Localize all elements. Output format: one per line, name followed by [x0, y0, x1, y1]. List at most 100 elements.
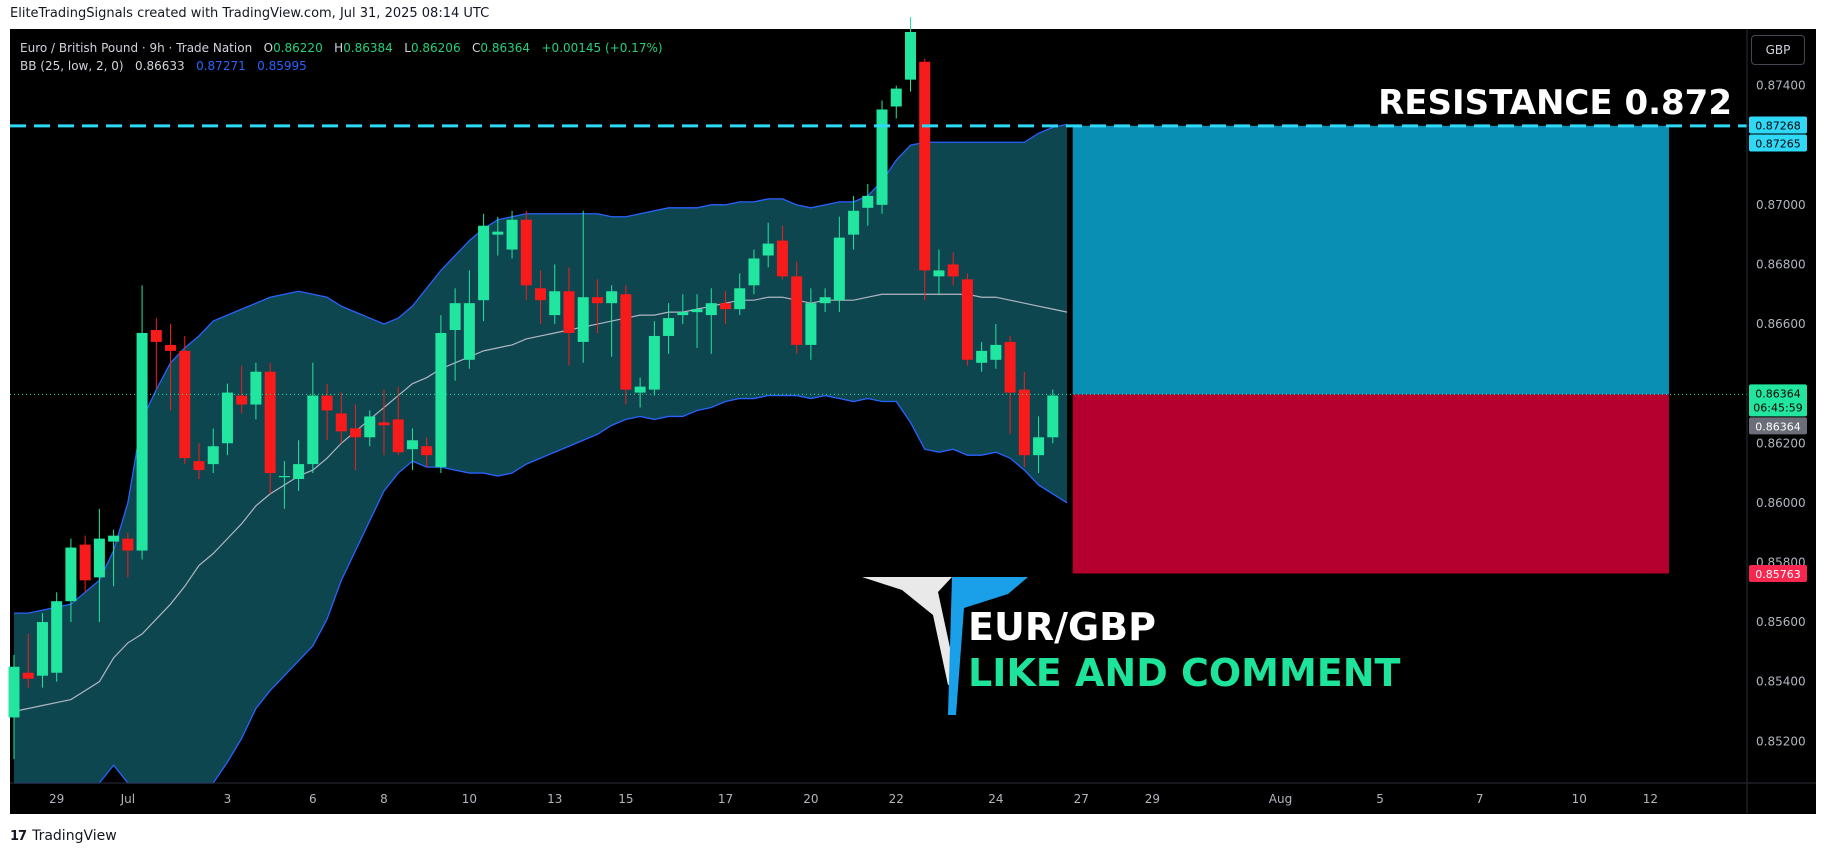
price-label-bg — [1749, 564, 1807, 582]
candle[interactable] — [535, 270, 547, 325]
candle[interactable] — [108, 529, 120, 587]
price-label-bg — [1749, 134, 1807, 152]
candle[interactable] — [22, 633, 34, 688]
x-tick-label: 27 — [1074, 792, 1089, 806]
candle[interactable] — [976, 341, 988, 372]
candle[interactable] — [990, 324, 1002, 369]
candle[interactable] — [634, 377, 646, 408]
candle[interactable] — [335, 392, 347, 444]
candle[interactable] — [250, 362, 262, 420]
candle[interactable] — [307, 362, 319, 474]
symbol-title[interactable]: Euro / British Pound · 9h · Trade Nation — [20, 41, 253, 55]
candle[interactable] — [65, 538, 77, 623]
candle[interactable] — [378, 389, 390, 456]
candle[interactable] — [321, 383, 333, 441]
candle[interactable] — [947, 252, 959, 286]
candle[interactable] — [207, 428, 219, 474]
candle[interactable] — [392, 386, 404, 456]
candle[interactable] — [293, 440, 305, 491]
candle[interactable] — [435, 315, 447, 474]
candle[interactable] — [136, 285, 148, 560]
candle[interactable] — [961, 273, 973, 366]
candle[interactable] — [179, 335, 191, 465]
candle[interactable] — [705, 288, 717, 354]
candle[interactable] — [93, 508, 105, 623]
x-tick-label: 24 — [988, 792, 1003, 806]
candle[interactable] — [421, 437, 433, 468]
candle-body — [65, 547, 77, 602]
candle[interactable] — [221, 383, 233, 456]
candle[interactable] — [591, 279, 603, 333]
candle[interactable] — [36, 613, 48, 688]
candle[interactable] — [904, 17, 916, 92]
candle[interactable] — [791, 261, 803, 354]
candle[interactable] — [663, 303, 675, 354]
candle[interactable] — [577, 210, 589, 363]
candle[interactable] — [606, 285, 618, 357]
candle[interactable] — [79, 535, 91, 593]
candle-body — [378, 422, 390, 426]
candle[interactable] — [762, 222, 774, 268]
candle[interactable] — [876, 100, 888, 214]
candle-body — [478, 225, 490, 301]
candle[interactable] — [150, 318, 162, 390]
candle[interactable] — [819, 288, 831, 313]
candle[interactable] — [406, 428, 418, 471]
candle[interactable] — [648, 321, 660, 396]
candle[interactable] — [919, 58, 931, 301]
candle[interactable] — [563, 267, 575, 366]
candle[interactable] — [350, 404, 362, 471]
candle[interactable] — [1018, 371, 1030, 468]
candle[interactable] — [691, 294, 703, 348]
candle[interactable] — [463, 270, 475, 369]
candle[interactable] — [193, 443, 205, 480]
candle[interactable] — [278, 461, 290, 509]
candle[interactable] — [734, 273, 746, 316]
candle-body — [36, 622, 48, 676]
candle[interactable] — [549, 264, 561, 325]
candle[interactable] — [520, 210, 532, 301]
attribution-text: EliteTradingSignals created with Trading… — [10, 6, 490, 21]
candle-body — [677, 312, 689, 316]
price-label-bg — [1749, 384, 1807, 417]
target-zone[interactable] — [1072, 125, 1669, 395]
candle-body — [762, 243, 774, 256]
high-value: 0.86384 — [343, 41, 393, 55]
candle[interactable] — [1047, 389, 1059, 444]
candle[interactable] — [848, 195, 860, 250]
candle[interactable] — [364, 410, 376, 447]
candle[interactable] — [620, 285, 632, 405]
candle[interactable] — [122, 532, 134, 578]
stop-zone[interactable] — [1072, 394, 1669, 574]
bb-basis-line — [13, 293, 1068, 713]
candle[interactable] — [805, 288, 817, 360]
candle-body — [648, 335, 660, 390]
candle-body — [207, 446, 219, 465]
candle[interactable] — [748, 249, 760, 295]
candle-body — [236, 395, 248, 405]
candle[interactable] — [264, 362, 276, 494]
x-tick-label: 29 — [1145, 792, 1160, 806]
candle[interactable] — [506, 210, 518, 259]
candle[interactable] — [890, 85, 902, 119]
candle[interactable] — [677, 294, 689, 325]
candle[interactable] — [1033, 416, 1045, 474]
candle[interactable] — [165, 324, 177, 411]
candle[interactable] — [776, 225, 788, 280]
candle[interactable] — [492, 216, 504, 256]
candle[interactable] — [8, 654, 20, 760]
candle-body — [165, 344, 177, 351]
candle[interactable] — [51, 592, 63, 682]
low-label: L — [404, 41, 411, 55]
candle[interactable] — [1004, 335, 1016, 435]
candle[interactable] — [478, 213, 490, 322]
candle[interactable] — [933, 249, 945, 295]
candle[interactable] — [236, 365, 248, 414]
candle[interactable] — [833, 216, 845, 313]
candle[interactable] — [862, 183, 874, 226]
currency-button[interactable]: GBP — [1751, 35, 1805, 65]
candle[interactable] — [449, 288, 461, 381]
bb-indicator-label[interactable]: BB (25, low, 2, 0) — [20, 59, 124, 73]
candle[interactable] — [720, 291, 731, 325]
